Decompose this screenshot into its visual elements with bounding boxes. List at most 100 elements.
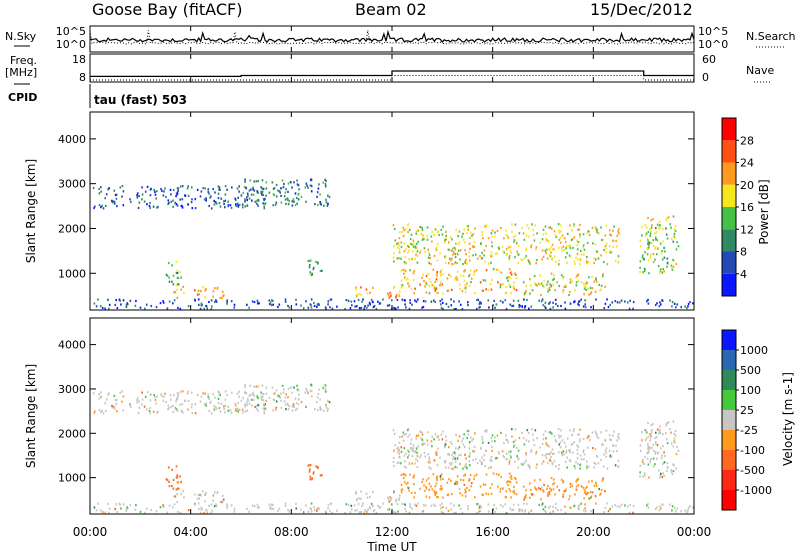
power-cell [244, 198, 246, 201]
velocity-cell [453, 455, 455, 458]
power-cell [404, 299, 406, 302]
power-cell [325, 198, 327, 201]
power-cell [503, 237, 505, 240]
power-cell [586, 262, 588, 265]
velocity-cell [285, 393, 287, 396]
velocity-cell [590, 496, 592, 499]
velocity-cell [461, 494, 464, 497]
velocity-cell [292, 403, 295, 406]
velocity-cell [181, 403, 184, 406]
velocity-cell [224, 398, 227, 401]
power-cell [594, 243, 597, 246]
power-cell [649, 228, 651, 231]
velocity-cell [648, 450, 650, 454]
velocity-cell [571, 434, 573, 437]
power-cell [578, 228, 580, 231]
velocity-cell [202, 490, 204, 493]
power-cell [398, 237, 401, 240]
velocity-cell [663, 474, 665, 477]
power-cell [616, 234, 618, 237]
velocity-cell [379, 506, 382, 509]
power-cell [671, 305, 673, 308]
velocity-cell [575, 488, 578, 491]
velocity-cell [512, 440, 515, 443]
velocity-cell [547, 492, 549, 495]
power-cell [601, 238, 603, 241]
power-cell [101, 204, 103, 207]
velocity-cell [255, 407, 258, 410]
power-cell [566, 252, 568, 255]
power-cell [507, 276, 509, 279]
power-cell [176, 204, 179, 207]
velocity-cell [108, 511, 110, 514]
power-cell [224, 193, 227, 196]
power-cell [523, 294, 525, 297]
velocity-cell [354, 509, 356, 512]
power-cell [557, 223, 560, 226]
velocity-cell [230, 411, 233, 414]
velocity-cell [510, 474, 513, 477]
velocity-cell [506, 439, 509, 442]
velocity-cell [544, 510, 547, 514]
power-cell [159, 302, 162, 305]
velocity-echo-cells [92, 383, 694, 515]
power-cell [408, 307, 411, 310]
velocity-cell [312, 472, 315, 475]
power-cell [440, 283, 442, 287]
velocity-cell [608, 434, 611, 437]
velocity-cell [166, 511, 169, 514]
velocity-cell [587, 491, 589, 495]
velocity-cell [329, 502, 332, 505]
power-cell [336, 305, 338, 308]
power-cell [325, 179, 327, 182]
velocity-cell [434, 492, 437, 495]
velocity-cell [565, 449, 568, 452]
velocity-cell [582, 449, 585, 452]
velocity-cell [609, 507, 611, 511]
velocity-cell [229, 409, 232, 412]
power-cell [541, 238, 544, 241]
power-cell [114, 193, 117, 197]
power-cell [517, 299, 520, 302]
velocity-cell [236, 392, 239, 395]
velocity-colorbar-segment [722, 450, 736, 470]
velocity-cell [194, 503, 196, 506]
velocity-cell [238, 408, 241, 411]
power-cell [541, 249, 544, 252]
velocity-cell [414, 491, 416, 494]
power-cell [660, 268, 662, 271]
power-cell [435, 278, 438, 281]
power-cell [322, 181, 325, 184]
velocity-cell [370, 502, 373, 506]
power-cell [466, 232, 468, 235]
power-cell [439, 300, 442, 303]
power-cell [218, 202, 221, 205]
power-cell [641, 256, 644, 259]
velocity-cell [546, 452, 549, 456]
velocity-cell [238, 390, 240, 393]
velocity-cell [577, 507, 579, 510]
power-cell [658, 227, 660, 230]
power-cell [379, 302, 382, 305]
velocity-cell [408, 511, 411, 514]
power-cell [575, 276, 577, 279]
velocity-cell [423, 451, 426, 454]
velocity-cell [480, 447, 482, 450]
power-cell [122, 204, 125, 207]
velocity-cell [580, 458, 583, 461]
power-cell [194, 289, 196, 292]
power-cell [576, 252, 579, 255]
power-cell [451, 249, 453, 252]
power-cell [115, 193, 118, 196]
velocity-cell [491, 445, 493, 449]
velocity-cell [600, 492, 602, 495]
velocity-cell [446, 493, 449, 497]
power-cell [207, 188, 210, 191]
velocity-cell [328, 401, 331, 404]
velocity-cell [617, 433, 620, 436]
velocity-cell [550, 451, 552, 454]
power-cell [345, 299, 348, 302]
power-cell [139, 306, 142, 309]
velocity-cell [624, 504, 626, 507]
